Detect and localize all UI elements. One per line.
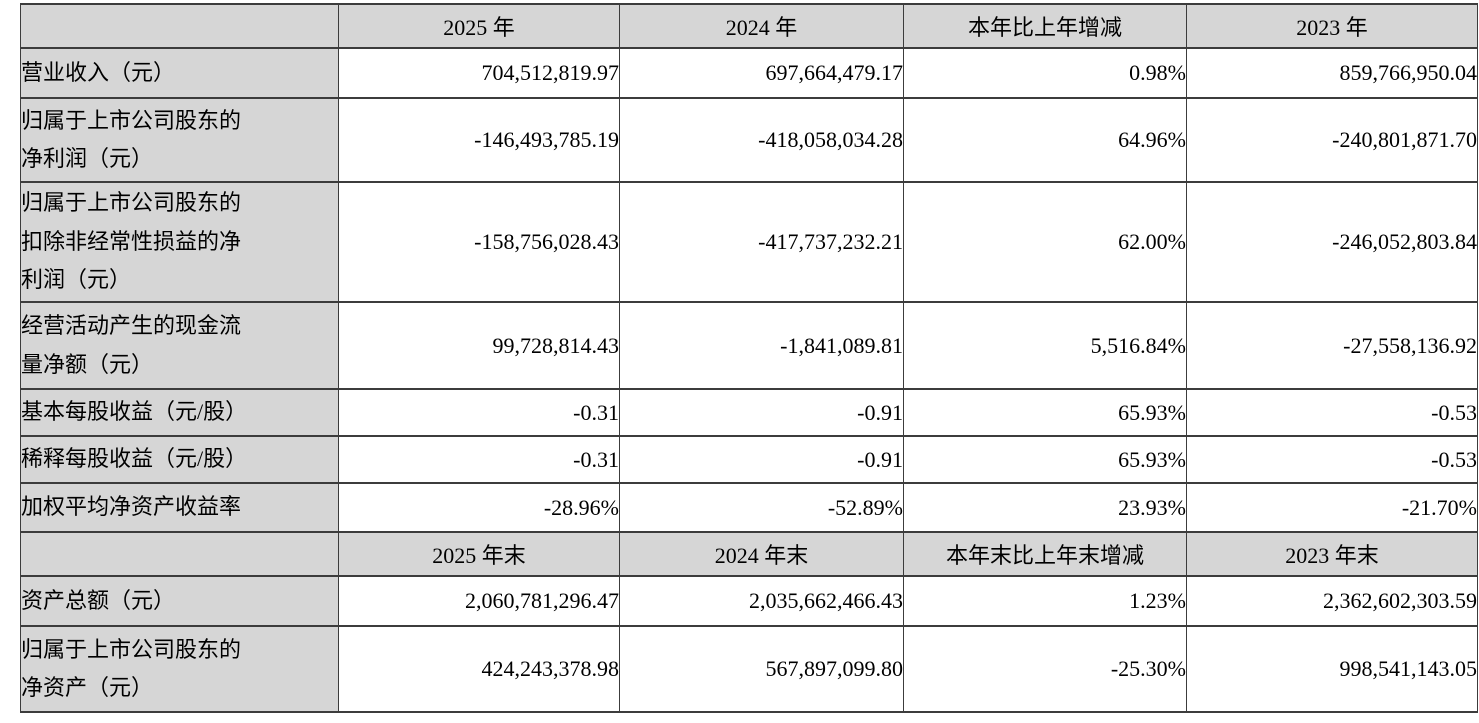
value-cell: 2,362,602,303.59 <box>1186 575 1478 627</box>
value-cell: 65.93% <box>903 388 1187 437</box>
row-label-operating-cash-flow: 经营活动产生的现金流 量净额（元） <box>20 301 339 390</box>
value-cell: -25.30% <box>903 625 1187 713</box>
row-label-basic-eps: 基本每股收益（元/股） <box>20 388 339 437</box>
value-cell: -1,841,089.81 <box>619 301 904 390</box>
row-label-net-assets: 归属于上市公司股东的 净资产（元） <box>20 625 339 713</box>
row-label-total-assets: 资产总额（元） <box>20 575 339 627</box>
table-row-operating-cash-flow: 经营活动产生的现金流 量净额（元） 99,728,814.43 -1,841,0… <box>20 301 1478 390</box>
financial-summary-table: 2025 年 2024 年 本年比上年增减 2023 年 营业收入（元） 704… <box>20 3 1478 713</box>
col-header-2025-end: 2025 年末 <box>338 531 620 577</box>
value-cell: 567,897,099.80 <box>619 625 904 713</box>
value-cell: -21.70% <box>1186 482 1478 533</box>
col-header-2024: 2024 年 <box>619 3 904 49</box>
value-cell: -0.31 <box>338 388 620 437</box>
table-row-revenue: 营业收入（元） 704,512,819.97 697,664,479.17 0.… <box>20 47 1478 99</box>
table-row-net-profit: 归属于上市公司股东的 净利润（元） -146,493,785.19 -418,0… <box>20 97 1478 183</box>
col-header-2025: 2025 年 <box>338 3 620 49</box>
value-cell: -0.91 <box>619 388 904 437</box>
value-cell: 424,243,378.98 <box>338 625 620 713</box>
col-header-2023: 2023 年 <box>1186 3 1478 49</box>
value-cell: 5,516.84% <box>903 301 1187 390</box>
value-cell: -158,756,028.43 <box>338 181 620 303</box>
row-label-revenue: 营业收入（元） <box>20 47 339 99</box>
value-cell: -240,801,871.70 <box>1186 97 1478 183</box>
value-cell: -0.53 <box>1186 435 1478 484</box>
value-cell: 0.98% <box>903 47 1187 99</box>
table-row-net-assets: 归属于上市公司股东的 净资产（元） 424,243,378.98 567,897… <box>20 625 1478 713</box>
value-cell: -0.53 <box>1186 388 1478 437</box>
value-cell: 2,060,781,296.47 <box>338 575 620 627</box>
value-cell: 62.00% <box>903 181 1187 303</box>
table-row-basic-eps: 基本每股收益（元/股） -0.31 -0.91 65.93% -0.53 <box>20 388 1478 437</box>
value-cell: -417,737,232.21 <box>619 181 904 303</box>
row-label-net-profit: 归属于上市公司股东的 净利润（元） <box>20 97 339 183</box>
value-cell: 65.93% <box>903 435 1187 484</box>
value-cell: 23.93% <box>903 482 1187 533</box>
col-header-2024-end: 2024 年末 <box>619 531 904 577</box>
table-row-deducted-net-profit: 归属于上市公司股东的 扣除非经常性损益的净 利润（元） -158,756,028… <box>20 181 1478 303</box>
financial-summary-table-container: 2025 年 2024 年 本年比上年增减 2023 年 营业收入（元） 704… <box>20 3 1479 713</box>
value-cell: -0.91 <box>619 435 904 484</box>
header-blank-cell <box>20 531 339 577</box>
header-blank-cell <box>20 3 339 49</box>
value-cell: 998,541,143.05 <box>1186 625 1478 713</box>
row-label-deducted-net-profit: 归属于上市公司股东的 扣除非经常性损益的净 利润（元） <box>20 181 339 303</box>
value-cell: 2,035,662,466.43 <box>619 575 904 627</box>
value-cell: -0.31 <box>338 435 620 484</box>
table-row-diluted-eps: 稀释每股收益（元/股） -0.31 -0.91 65.93% -0.53 <box>20 435 1478 484</box>
row-label-diluted-eps: 稀释每股收益（元/股） <box>20 435 339 484</box>
col-header-yoy-change: 本年比上年增减 <box>903 3 1187 49</box>
header-row-annual: 2025 年 2024 年 本年比上年增减 2023 年 <box>20 3 1478 49</box>
value-cell: -28.96% <box>338 482 620 533</box>
value-cell: 697,664,479.17 <box>619 47 904 99</box>
header-row-period-end: 2025 年末 2024 年末 本年末比上年末增减 2023 年末 <box>20 531 1478 577</box>
value-cell: -27,558,136.92 <box>1186 301 1478 390</box>
value-cell: 704,512,819.97 <box>338 47 620 99</box>
table-row-total-assets: 资产总额（元） 2,060,781,296.47 2,035,662,466.4… <box>20 575 1478 627</box>
value-cell: 1.23% <box>903 575 1187 627</box>
value-cell: 859,766,950.04 <box>1186 47 1478 99</box>
value-cell: -146,493,785.19 <box>338 97 620 183</box>
col-header-2023-end: 2023 年末 <box>1186 531 1478 577</box>
col-header-period-end-change: 本年末比上年末增减 <box>903 531 1187 577</box>
value-cell: -52.89% <box>619 482 904 533</box>
row-label-weighted-avg-roe: 加权平均净资产收益率 <box>20 482 339 533</box>
value-cell: 99,728,814.43 <box>338 301 620 390</box>
value-cell: 64.96% <box>903 97 1187 183</box>
table-row-weighted-avg-roe: 加权平均净资产收益率 -28.96% -52.89% 23.93% -21.70… <box>20 482 1478 533</box>
value-cell: -418,058,034.28 <box>619 97 904 183</box>
value-cell: -246,052,803.84 <box>1186 181 1478 303</box>
